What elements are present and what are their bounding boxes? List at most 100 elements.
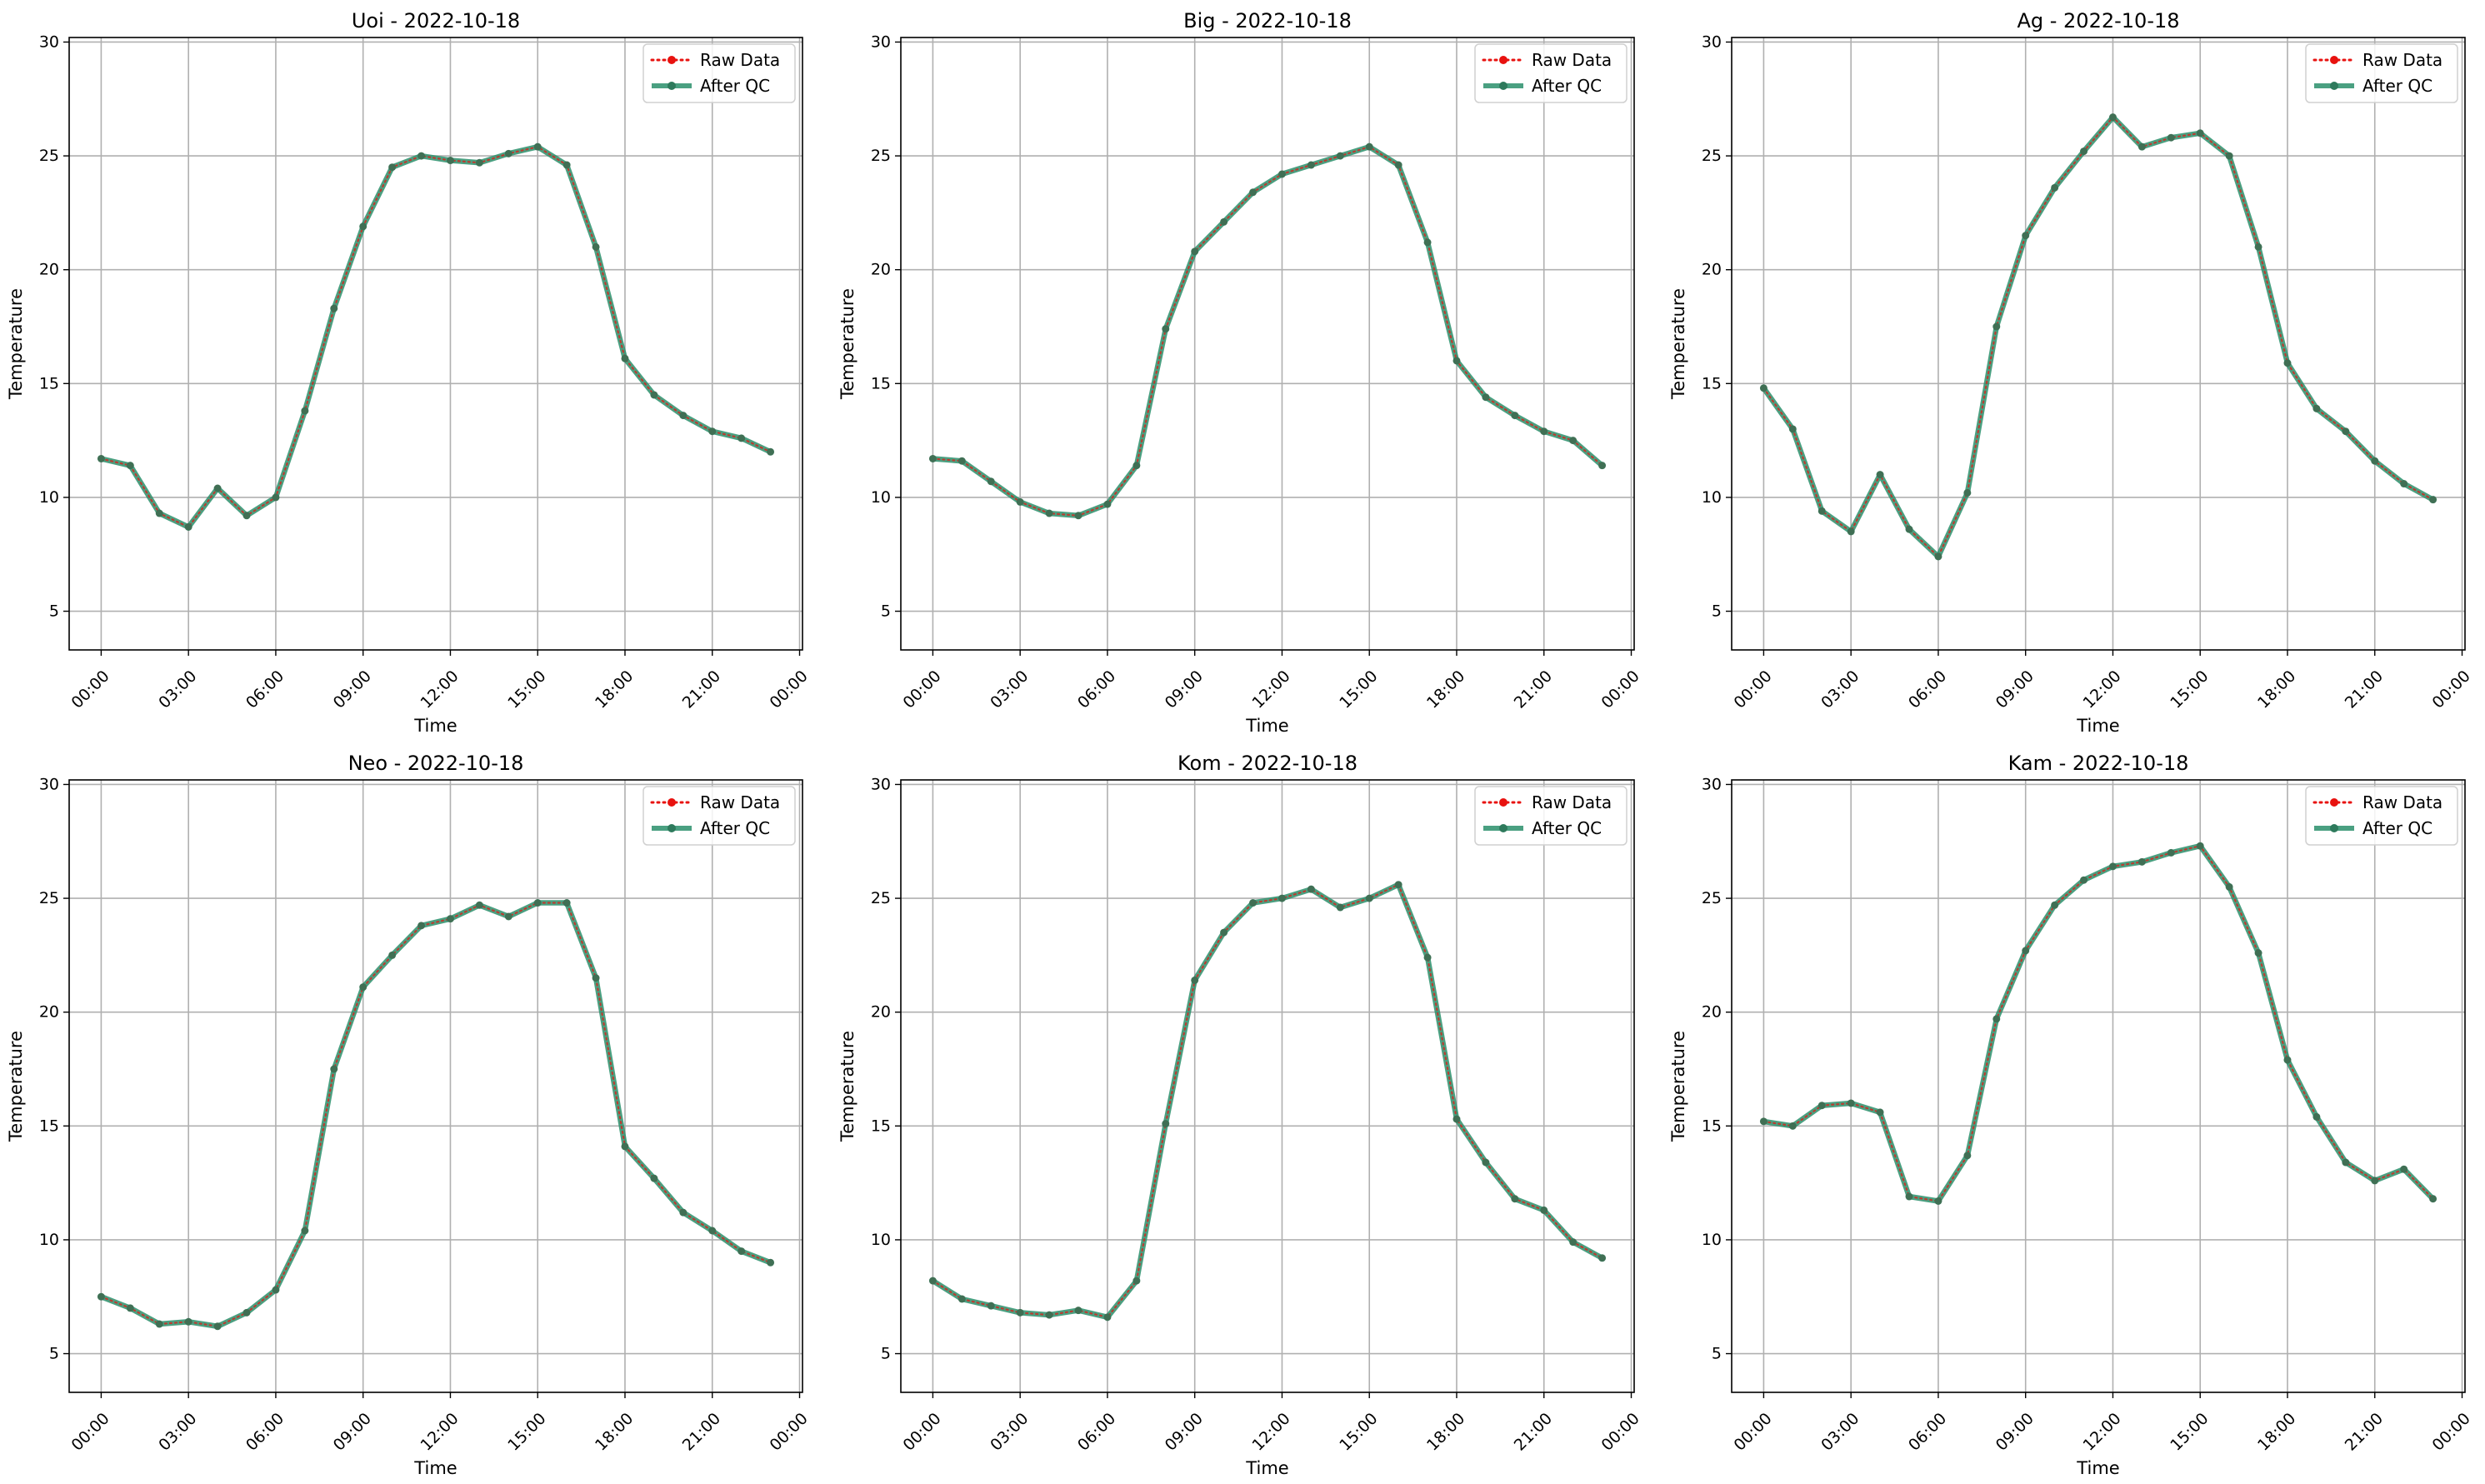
data-point-after-qc xyxy=(126,1304,134,1312)
legend-label-raw-data: Raw Data xyxy=(700,50,780,70)
x-tick-label: 03:00 xyxy=(1818,667,1862,712)
x-tick-label: 18:00 xyxy=(592,667,637,712)
data-point-after-qc xyxy=(2138,142,2146,151)
data-point-after-qc xyxy=(1511,1195,1519,1203)
y-tick-label: 20 xyxy=(871,261,891,279)
data-point-after-qc xyxy=(987,1302,995,1310)
chart-title: Neo - 2022-10-18 xyxy=(348,752,524,775)
data-point-after-qc xyxy=(1963,488,1972,497)
y-tick-label: 20 xyxy=(871,1003,891,1022)
data-point-after-qc xyxy=(2283,1056,2292,1064)
data-point-after-qc xyxy=(1818,1102,1826,1110)
y-tick-label: 5 xyxy=(881,602,891,621)
data-point-after-qc xyxy=(1788,425,1797,433)
data-point-after-qc xyxy=(1365,142,1373,151)
data-point-after-qc xyxy=(155,509,163,517)
x-tick-label: 00:00 xyxy=(899,1409,944,1454)
x-tick-label: 15:00 xyxy=(1336,1409,1381,1454)
data-point-after-qc xyxy=(650,391,658,399)
data-point-after-qc xyxy=(1876,1108,1884,1117)
data-point-after-qc xyxy=(330,304,338,312)
y-tick-label: 20 xyxy=(39,1003,59,1022)
data-point-after-qc xyxy=(2225,152,2233,160)
axes-frame xyxy=(1731,779,2466,1393)
data-point-after-qc xyxy=(1365,894,1373,902)
data-point-after-qc xyxy=(738,434,746,442)
data-point-after-qc xyxy=(1162,1120,1170,1128)
data-point-after-qc xyxy=(1220,217,1228,226)
legend-marker-after-qc xyxy=(668,824,676,832)
data-point-after-qc xyxy=(418,152,426,160)
y-tick-label: 15 xyxy=(1702,374,1722,392)
data-point-after-qc xyxy=(2429,1195,2438,1203)
y-tick-label: 5 xyxy=(1712,602,1722,621)
data-point-after-qc xyxy=(958,457,966,465)
y-tick-label: 20 xyxy=(1702,1003,1722,1022)
data-point-after-qc xyxy=(2342,427,2350,436)
data-point-after-qc xyxy=(2429,496,2438,504)
data-point-after-qc xyxy=(928,454,937,462)
legend-marker-raw-data xyxy=(1499,56,1508,64)
data-point-after-qc xyxy=(301,1227,309,1235)
data-point-after-qc xyxy=(418,922,426,930)
data-point-after-qc xyxy=(2400,480,2408,488)
legend-label-raw-data: Raw Data xyxy=(1532,50,1612,70)
data-point-after-qc xyxy=(126,462,134,470)
data-point-after-qc xyxy=(533,899,542,907)
x-tick-label: 21:00 xyxy=(1511,667,1556,712)
data-point-after-qc xyxy=(2196,129,2204,137)
x-tick-label: 00:00 xyxy=(68,667,112,712)
x-tick-label: 00:00 xyxy=(2429,667,2474,712)
legend: Raw Data After QC xyxy=(642,786,796,846)
x-tick-label: 12:00 xyxy=(1248,1409,1293,1454)
x-axis-label: Time xyxy=(413,1458,457,1478)
y-tick-label: 25 xyxy=(1702,147,1722,165)
data-point-after-qc xyxy=(388,951,397,959)
x-tick-label: 12:00 xyxy=(1248,667,1293,712)
data-point-after-qc xyxy=(1934,1197,1942,1205)
data-point-after-qc xyxy=(708,427,717,436)
y-tick-label: 30 xyxy=(1702,775,1722,793)
legend-marker-after-qc xyxy=(1499,82,1508,90)
data-point-after-qc xyxy=(533,142,542,151)
axes-frame xyxy=(900,779,1635,1393)
data-point-after-qc xyxy=(272,1286,280,1294)
data-point-after-qc xyxy=(1992,322,2001,331)
x-tick-label: 00:00 xyxy=(68,1409,112,1454)
y-tick-label: 25 xyxy=(1702,889,1722,907)
y-tick-label: 30 xyxy=(39,775,59,793)
subplot-kam: 00:00 03:00 06:00 09:00 12:00 15:00 18:00 21:00… xyxy=(1668,752,2474,1478)
x-tick-label: 12:00 xyxy=(417,667,462,712)
data-point-after-qc xyxy=(2051,901,2059,909)
data-point-after-qc xyxy=(1540,1206,1548,1214)
subplot-uoi: 00:00 03:00 06:00 09:00 12:00 15:00 18:00 21:00… xyxy=(6,9,812,736)
x-axis-label: Time xyxy=(2076,1458,2119,1478)
data-point-after-qc xyxy=(475,901,483,909)
x-tick-label: 06:00 xyxy=(1905,1409,1950,1454)
data-point-after-qc xyxy=(650,1174,658,1182)
series-line-raw-data xyxy=(1762,115,2434,558)
series-line-raw-data xyxy=(932,145,1603,517)
data-point-after-qc xyxy=(1249,899,1258,907)
x-tick-label: 00:00 xyxy=(1730,1409,1775,1454)
x-tick-label: 12:00 xyxy=(2079,667,2124,712)
data-point-after-qc xyxy=(1103,500,1112,508)
data-point-after-qc xyxy=(213,1322,222,1331)
subplot-neo: 00:00 03:00 06:00 09:00 12:00 15:00 18:00 21:00… xyxy=(6,752,812,1478)
y-tick-label: 5 xyxy=(49,602,59,621)
data-point-after-qc xyxy=(1336,903,1344,912)
x-tick-label: 03:00 xyxy=(1818,1409,1862,1454)
data-point-after-qc xyxy=(2196,842,2204,850)
data-point-after-qc xyxy=(1992,1015,2001,1023)
legend: Raw Data After QC xyxy=(2305,786,2458,846)
y-axis-label: Temperature xyxy=(1668,288,1688,400)
x-tick-label: 21:00 xyxy=(2342,1409,2387,1454)
data-point-after-qc xyxy=(242,1308,251,1317)
y-tick-label: 10 xyxy=(1702,488,1722,507)
data-point-after-qc xyxy=(2108,862,2117,871)
x-tick-label: 06:00 xyxy=(242,667,288,712)
plot-area xyxy=(69,780,802,1392)
y-tick-label: 20 xyxy=(39,261,59,279)
chart-title: Kam - 2022-10-18 xyxy=(2008,752,2189,775)
data-point-after-qc xyxy=(1191,247,1199,256)
